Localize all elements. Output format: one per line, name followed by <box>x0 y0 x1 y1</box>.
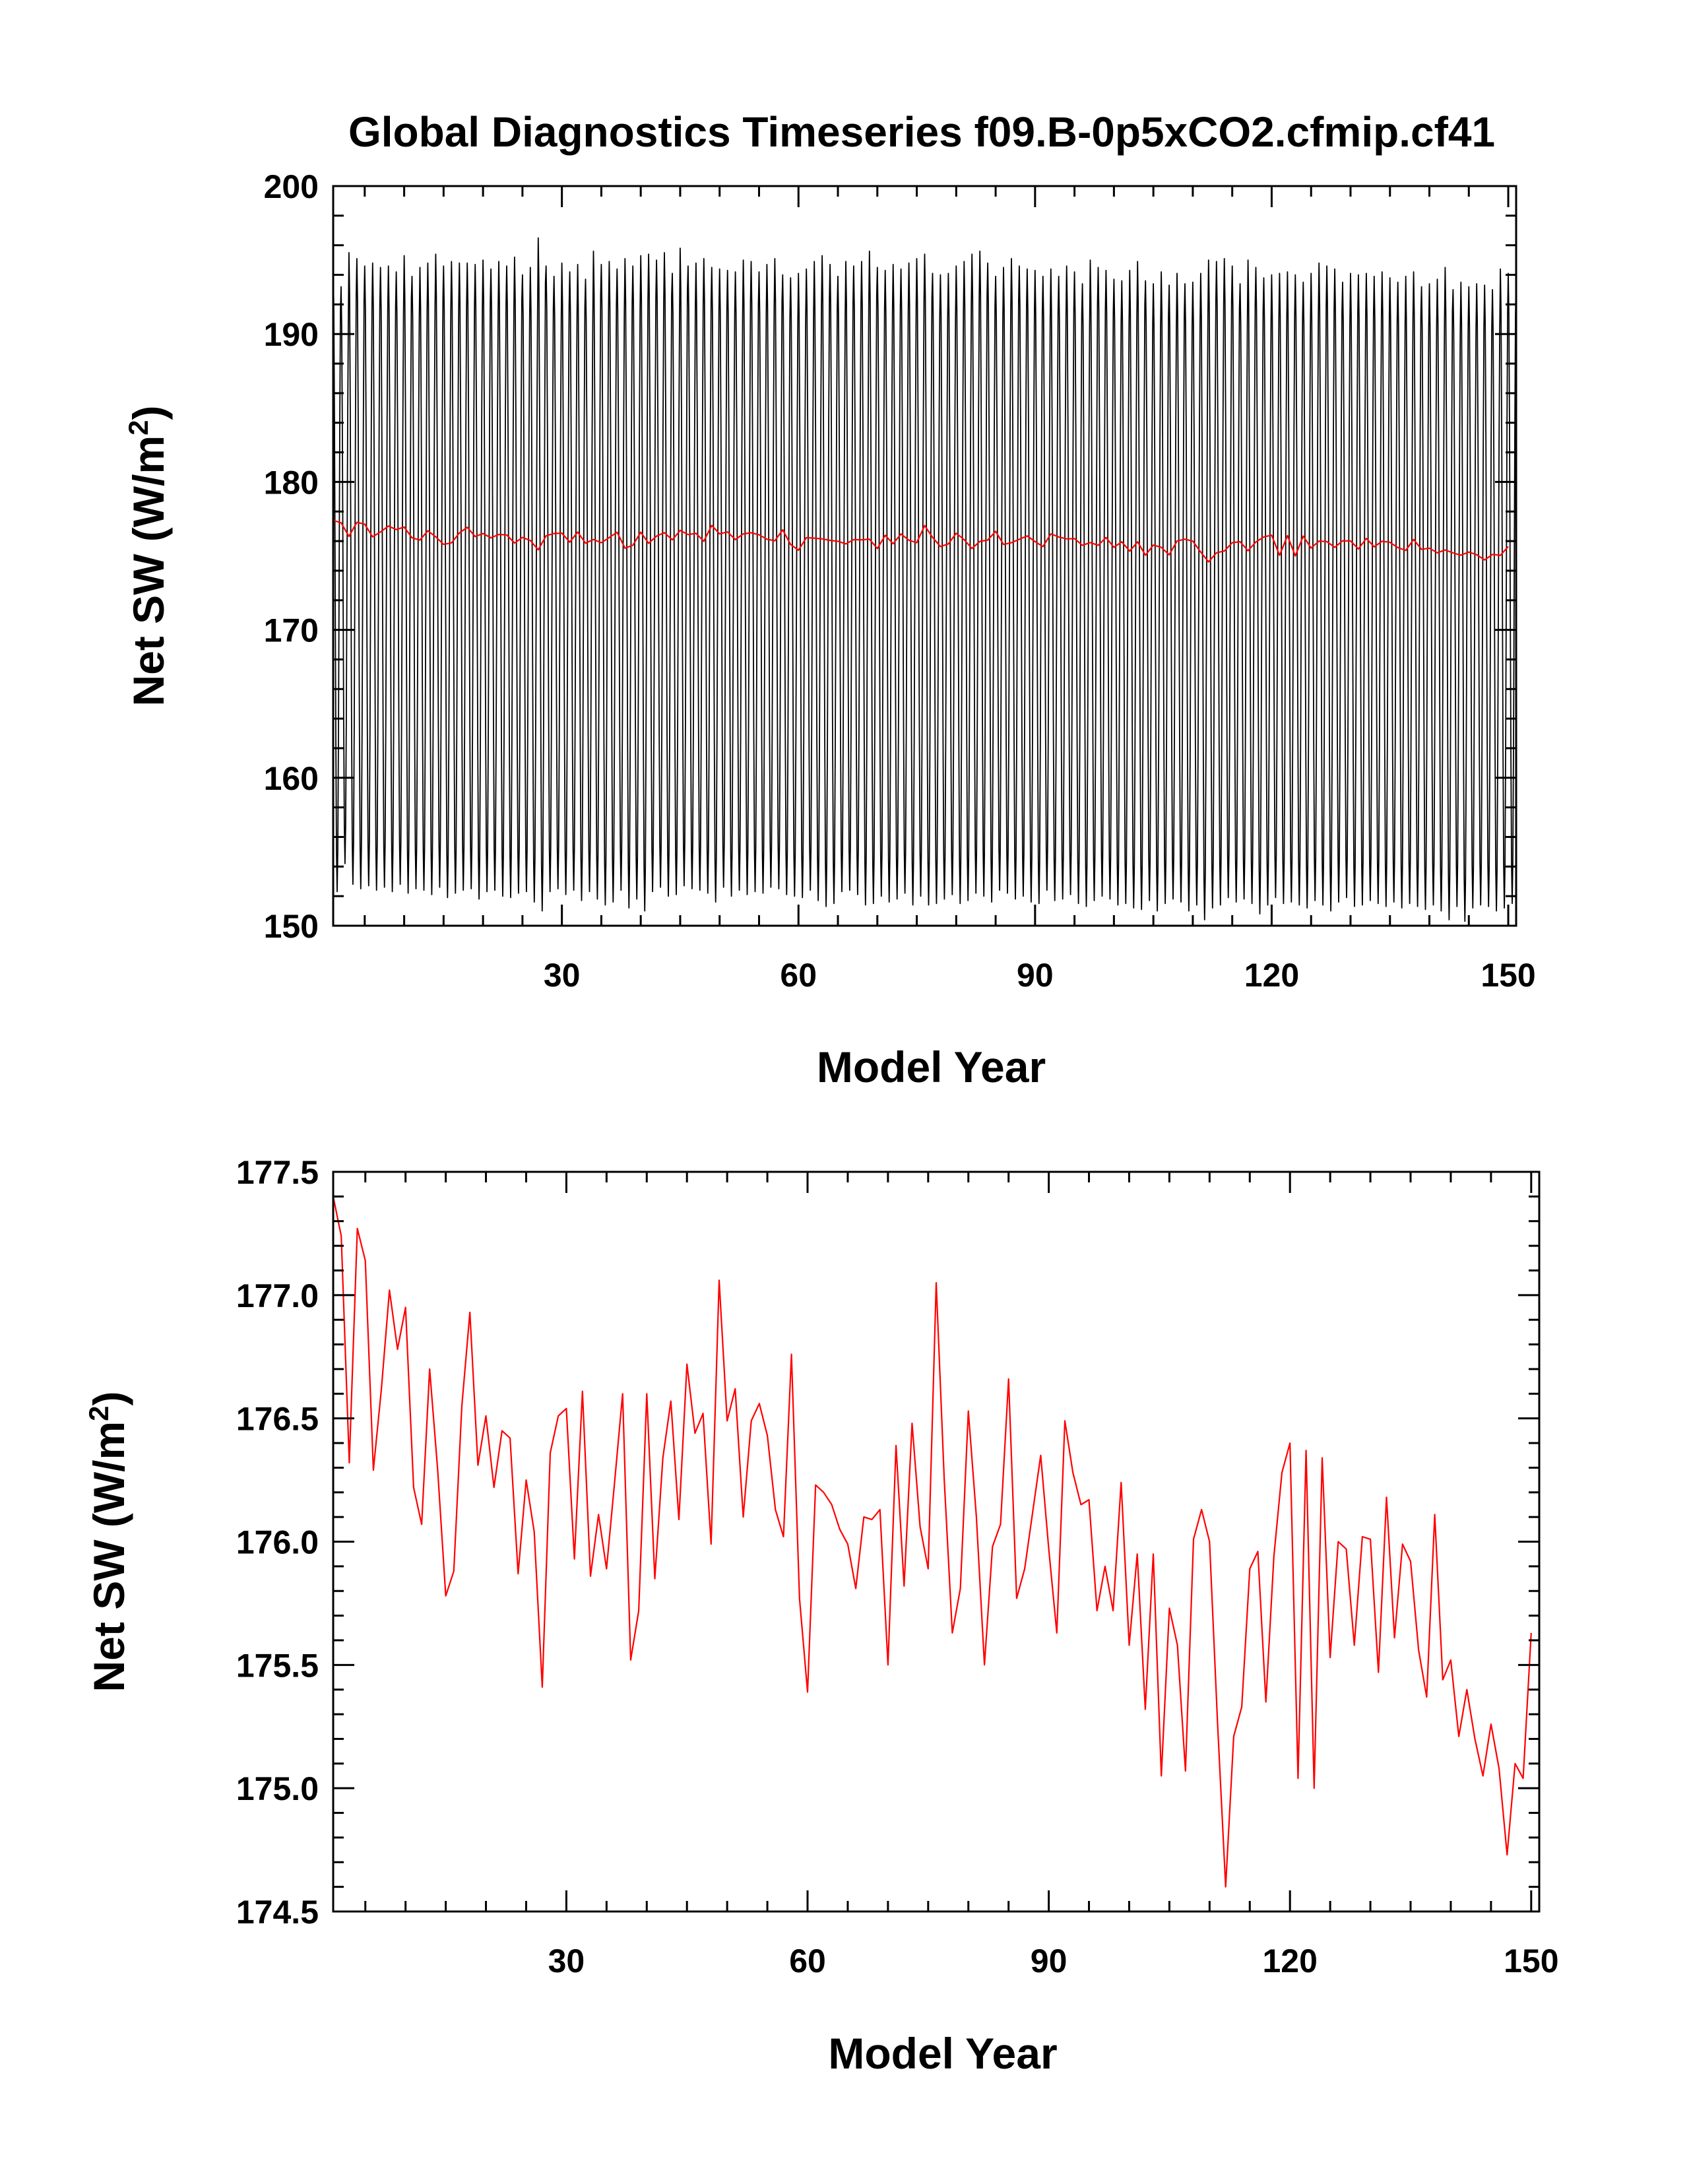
series-monthly-seasonal-cycle <box>333 237 1517 922</box>
y-tick-label: 200 <box>264 168 319 205</box>
x-tick-label: 60 <box>789 1943 826 1979</box>
y-tick-label: 160 <box>264 760 319 797</box>
y-tick-label: 175.0 <box>236 1770 319 1807</box>
y-tick-label: 180 <box>264 464 319 501</box>
x-tick-label: 120 <box>1262 1943 1317 1979</box>
y-tick-label: 190 <box>264 316 319 353</box>
series-annual-mean <box>333 519 1509 563</box>
top-panel: 30 60 90 120 150 150 160 170 180 190 200 Model Year… <box>123 168 1536 1091</box>
y-tick-label: 177.5 <box>236 1154 319 1191</box>
bottom-panel: 30 60 90 120 150 174.5 175.0 175.5 176.0 176.5 177… <box>83 1154 1559 2078</box>
x-tick-label: 90 <box>1031 1943 1068 1979</box>
y-tick-label: 174.5 <box>236 1894 319 1931</box>
x-tick-label: 60 <box>780 957 817 994</box>
x-tick-label: 30 <box>544 957 581 994</box>
y-tick-label: 150 <box>264 908 319 945</box>
x-tick-label: 90 <box>1017 957 1054 994</box>
x-tick-label: 150 <box>1504 1943 1558 1979</box>
y-axis-label: Net SW (W/m2) <box>123 406 173 707</box>
x-tick-label: 120 <box>1244 957 1299 994</box>
y-tick-label: 176.0 <box>236 1524 319 1561</box>
y-tick-label: 177.0 <box>236 1277 319 1314</box>
x-axis-label: Model Year <box>817 1043 1046 1091</box>
x-tick-label: 30 <box>548 1943 585 1979</box>
y-tick-label: 170 <box>264 612 319 649</box>
x-axis-label: Model Year <box>828 2029 1057 2078</box>
y-tick-label: 175.5 <box>236 1647 319 1684</box>
plot-frame <box>332 185 1517 927</box>
y-tick-label: 176.5 <box>236 1401 319 1438</box>
series-annual-mean <box>332 1196 1532 1888</box>
chart-title: Global Diagnostics Timeseries f09.B-0p5x… <box>348 108 1495 156</box>
y-axis-label: Net SW (W/m2) <box>83 1392 133 1692</box>
x-tick-label: 150 <box>1481 957 1535 994</box>
